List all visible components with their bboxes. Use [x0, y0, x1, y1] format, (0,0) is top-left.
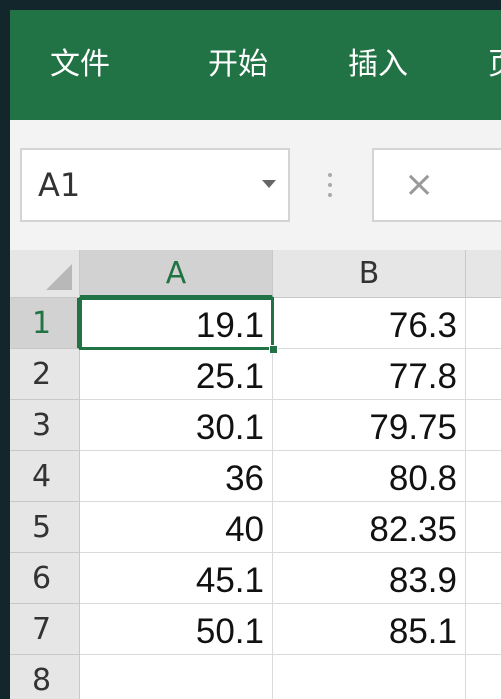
fill-handle: [269, 345, 278, 354]
cell[interactable]: [80, 655, 273, 699]
cell[interactable]: 36: [80, 451, 273, 502]
cell[interactable]: 30.1: [80, 400, 273, 451]
cell[interactable]: 45.1: [80, 553, 273, 604]
cell[interactable]: 19.1: [80, 298, 273, 349]
cell[interactable]: [466, 655, 501, 699]
ribbon-tab[interactable]: 开始: [208, 47, 268, 82]
cell[interactable]: 40: [80, 502, 273, 553]
ribbon-tab[interactable]: 文件: [50, 47, 110, 82]
cell[interactable]: [466, 298, 501, 349]
cell[interactable]: 50.1: [80, 604, 273, 655]
row-header[interactable]: 1: [10, 298, 80, 349]
column-header[interactable]: B: [273, 250, 466, 298]
grid: A B 1 19.1 76.3 2 25.1 77.8 3 30.1 79.75 4 36 80.8 5 40…: [10, 250, 501, 699]
cell[interactable]: 76.3: [273, 298, 466, 349]
ribbon: 文件 开始 插入 页: [10, 10, 501, 120]
row-header[interactable]: 8: [10, 655, 80, 699]
cell[interactable]: [273, 655, 466, 699]
ribbon-tab[interactable]: 插入: [348, 47, 408, 82]
dropdown-arrow: [262, 180, 276, 188]
selected-cell: [79, 297, 274, 350]
cell[interactable]: [466, 349, 501, 400]
cell[interactable]: 77.8: [273, 349, 466, 400]
column-header[interactable]: A: [80, 250, 273, 298]
row-header[interactable]: 3: [10, 400, 80, 451]
cell[interactable]: 79.75: [273, 400, 466, 451]
cancel-button[interactable]: ×: [404, 164, 435, 205]
select-all[interactable]: [44, 262, 74, 292]
separator-dots: [328, 173, 332, 197]
cell[interactable]: [466, 604, 501, 655]
row-header[interactable]: 7: [10, 604, 80, 655]
name-box-text: A1: [38, 166, 81, 204]
cell[interactable]: [466, 451, 501, 502]
row-header[interactable]: 6: [10, 553, 80, 604]
cell[interactable]: [466, 400, 501, 451]
name-box[interactable]: A1: [20, 148, 290, 222]
cell[interactable]: 25.1: [80, 349, 273, 400]
row-header[interactable]: 5: [10, 502, 80, 553]
ribbon-tab[interactable]: 页: [488, 10, 501, 120]
cell[interactable]: 85.1: [273, 604, 466, 655]
cell[interactable]: [466, 553, 501, 604]
row-header[interactable]: 2: [10, 349, 80, 400]
column-header: [466, 250, 501, 298]
formula-buttons: ×: [372, 148, 501, 222]
cell[interactable]: 80.8: [273, 451, 466, 502]
cell[interactable]: 83.9: [273, 553, 466, 604]
cell[interactable]: 82.35: [273, 502, 466, 553]
row-header[interactable]: 4: [10, 451, 80, 502]
cell[interactable]: [466, 502, 501, 553]
